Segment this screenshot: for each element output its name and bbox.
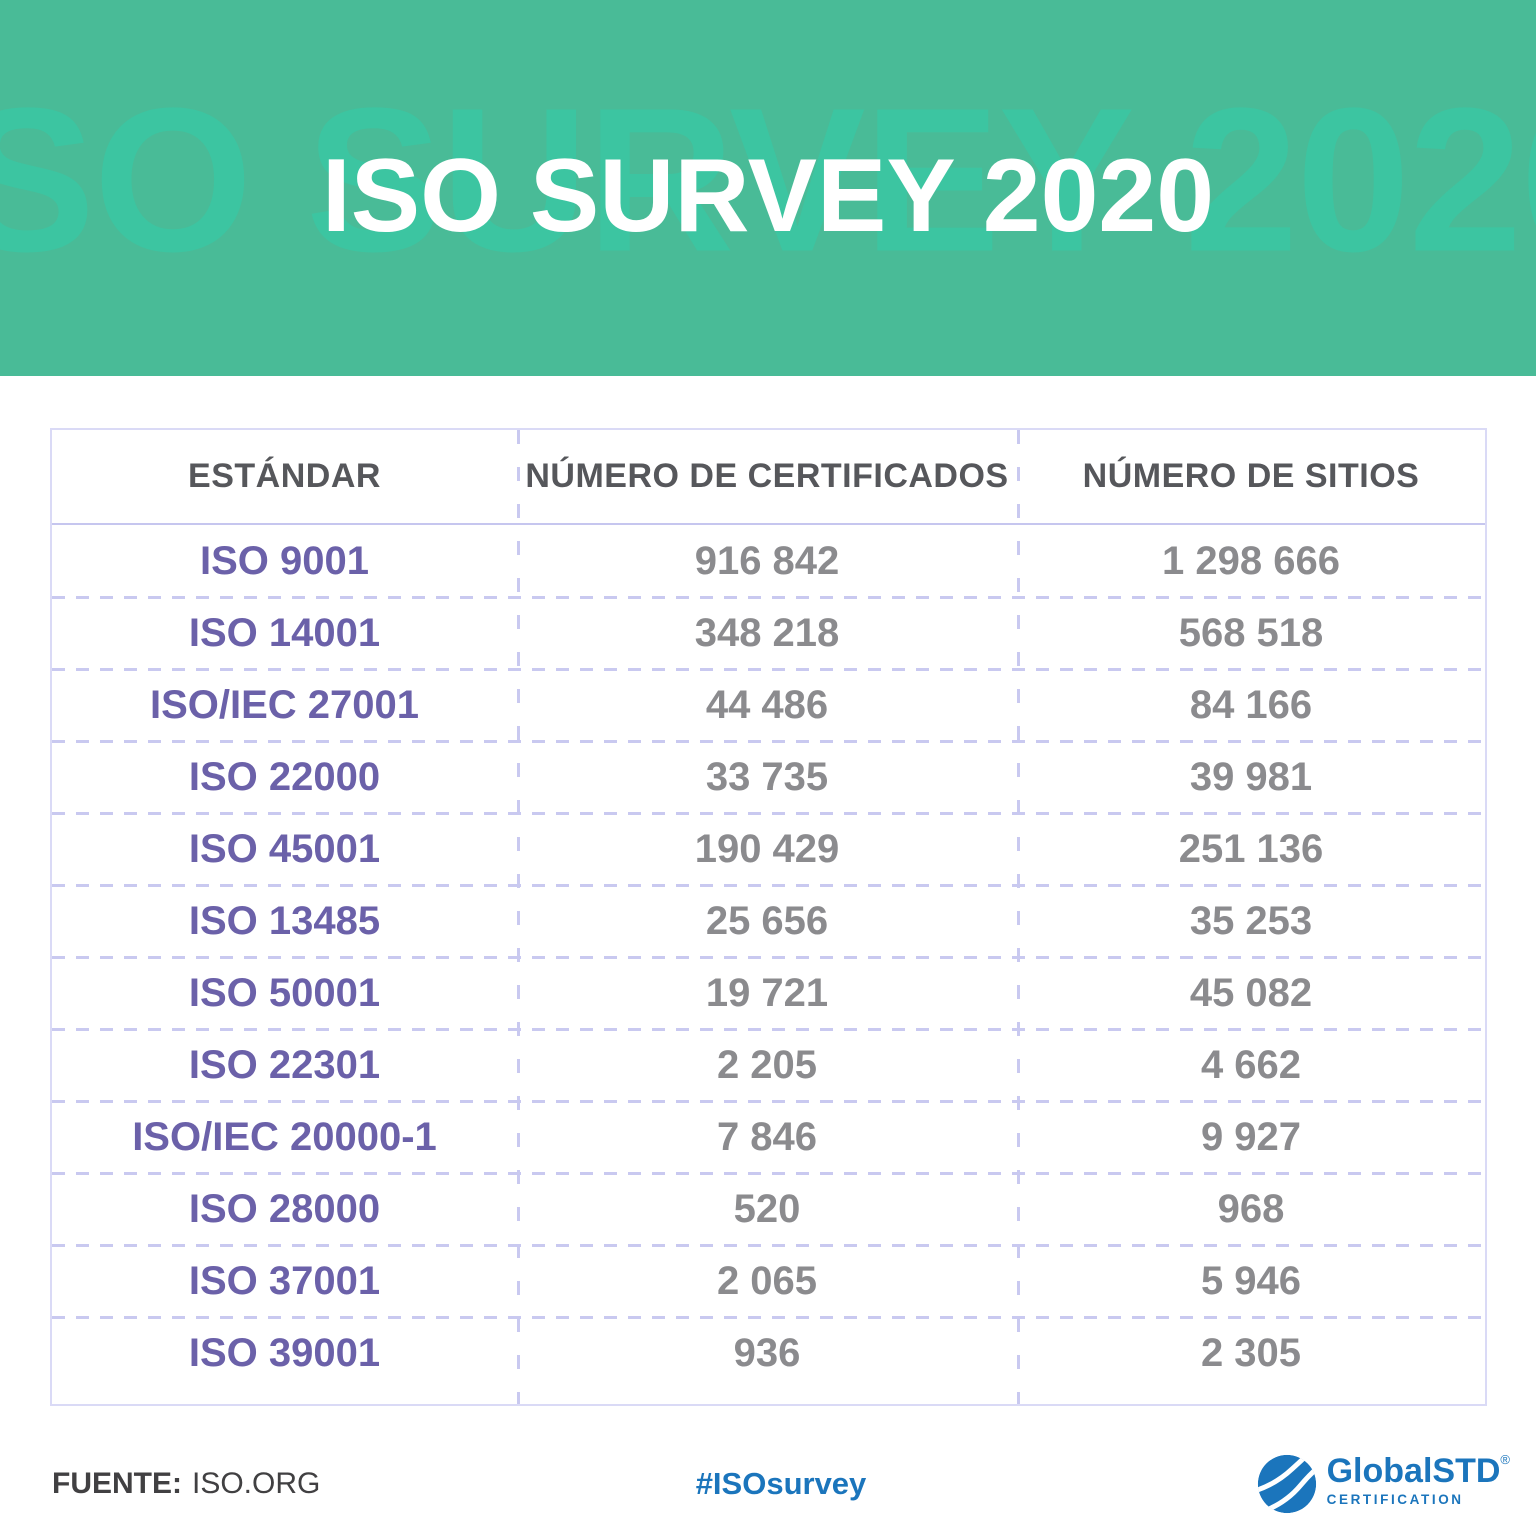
table-row: ISO 13485 25 656 35 253	[52, 885, 1485, 959]
sites-cell: 2 305	[1200, 1331, 1302, 1375]
table-row: ISO 14001 348 218 568 518	[52, 597, 1485, 671]
standard-cell: ISO 14001	[188, 611, 381, 655]
page-title: ISO SURVEY 2020	[321, 137, 1215, 254]
sites-cell: 1 298 666	[1162, 539, 1340, 583]
table-header-row: ESTÁNDAR NÚMERO DE CERTIFICADOS NÚMERO D…	[52, 430, 1485, 525]
standard-cell: ISO/IEC 20000-1	[132, 1115, 437, 1159]
table-row: ISO 22301 2 205 4 662	[52, 1029, 1485, 1103]
brand-name: GlobalSTD®	[1327, 1453, 1510, 1490]
table-body: ISO 9001 916 842 1 298 666 ISO 14001 348…	[52, 525, 1485, 1389]
sites-cell: 84 166	[1189, 683, 1313, 727]
table-row: ISO 28000 520 968	[52, 1173, 1485, 1247]
source-value: ISO.ORG	[192, 1467, 321, 1500]
iso-survey-table: ESTÁNDAR NÚMERO DE CERTIFICADOS NÚMERO D…	[50, 428, 1487, 1406]
banner: ISO SURVEY 2020 ISO SURVEY 2020	[0, 0, 1536, 376]
certificates-cell: 33 735	[705, 755, 829, 799]
sites-cell: 4 662	[1200, 1043, 1302, 1087]
table-row: ISO 37001 2 065 5 946	[52, 1245, 1485, 1319]
standard-cell: ISO/IEC 27001	[149, 683, 420, 727]
globe-icon	[1257, 1454, 1316, 1514]
header-certificates: NÚMERO DE CERTIFICADOS	[525, 457, 1009, 495]
sites-cell: 968	[1217, 1187, 1285, 1231]
standard-cell: ISO 50001	[188, 971, 381, 1015]
brand-name-regular: Global	[1326, 1452, 1433, 1490]
certificates-cell: 936	[733, 1331, 801, 1375]
source-note: FUENTE: ISO.ORG	[52, 1467, 320, 1501]
certificates-cell: 25 656	[705, 899, 829, 943]
standard-cell: ISO 39001	[188, 1331, 381, 1375]
certificates-cell: 44 486	[705, 683, 829, 727]
banner-watermark-text: ISO SURVEY 2020	[0, 65, 1536, 295]
standard-cell: ISO 28000	[188, 1187, 381, 1231]
table-row: ISO 22000 33 735 39 981	[52, 741, 1485, 815]
sites-cell: 251 136	[1178, 827, 1324, 871]
sites-cell: 35 253	[1189, 899, 1313, 943]
standard-cell: ISO 22000	[188, 755, 381, 799]
sites-cell: 39 981	[1189, 755, 1313, 799]
certificates-cell: 520	[733, 1187, 801, 1231]
standard-cell: ISO 37001	[188, 1259, 381, 1303]
table-row: ISO/IEC 20000-1 7 846 9 927	[52, 1101, 1485, 1175]
source-label: FUENTE:	[52, 1467, 182, 1500]
table-row: ISO 45001 190 429 251 136	[52, 813, 1485, 887]
footer: FUENTE: ISO.ORG #ISOsurvey GlobalSTD® CER…	[52, 1444, 1510, 1524]
sites-cell: 568 518	[1178, 611, 1324, 655]
standard-cell: ISO 45001	[188, 827, 381, 871]
standard-cell: ISO 13485	[188, 899, 381, 943]
table-row: ISO 50001 19 721 45 082	[52, 957, 1485, 1031]
certificates-cell: 190 429	[694, 827, 840, 871]
standard-cell: ISO 22301	[188, 1043, 381, 1087]
certificates-cell: 19 721	[705, 971, 829, 1015]
hashtag: #ISOsurvey	[695, 1466, 867, 1501]
registered-mark: ®	[1500, 1452, 1510, 1467]
certificates-cell: 348 218	[694, 611, 840, 655]
brand-name-bold: STD	[1432, 1452, 1501, 1490]
brand-subtitle: CERTIFICATION	[1326, 1491, 1464, 1507]
header-standard: ESTÁNDAR	[188, 457, 381, 495]
sites-cell: 9 927	[1200, 1115, 1302, 1159]
globalstd-logo: GlobalSTD® CERTIFICATION	[1256, 1453, 1510, 1515]
certificates-cell: 2 065	[716, 1259, 818, 1303]
certificates-cell: 916 842	[694, 539, 840, 583]
table-row: ISO/IEC 27001 44 486 84 166	[52, 669, 1485, 743]
standard-cell: ISO 9001	[199, 539, 369, 583]
header-sites: NÚMERO DE SITIOS	[1082, 457, 1420, 495]
table-row: ISO 9001 916 842 1 298 666	[52, 525, 1485, 599]
sites-cell: 5 946	[1200, 1259, 1302, 1303]
certificates-cell: 2 205	[716, 1043, 818, 1087]
table-row: ISO 39001 936 2 305	[52, 1317, 1485, 1389]
certificates-cell: 7 846	[716, 1115, 818, 1159]
sites-cell: 45 082	[1189, 971, 1313, 1015]
